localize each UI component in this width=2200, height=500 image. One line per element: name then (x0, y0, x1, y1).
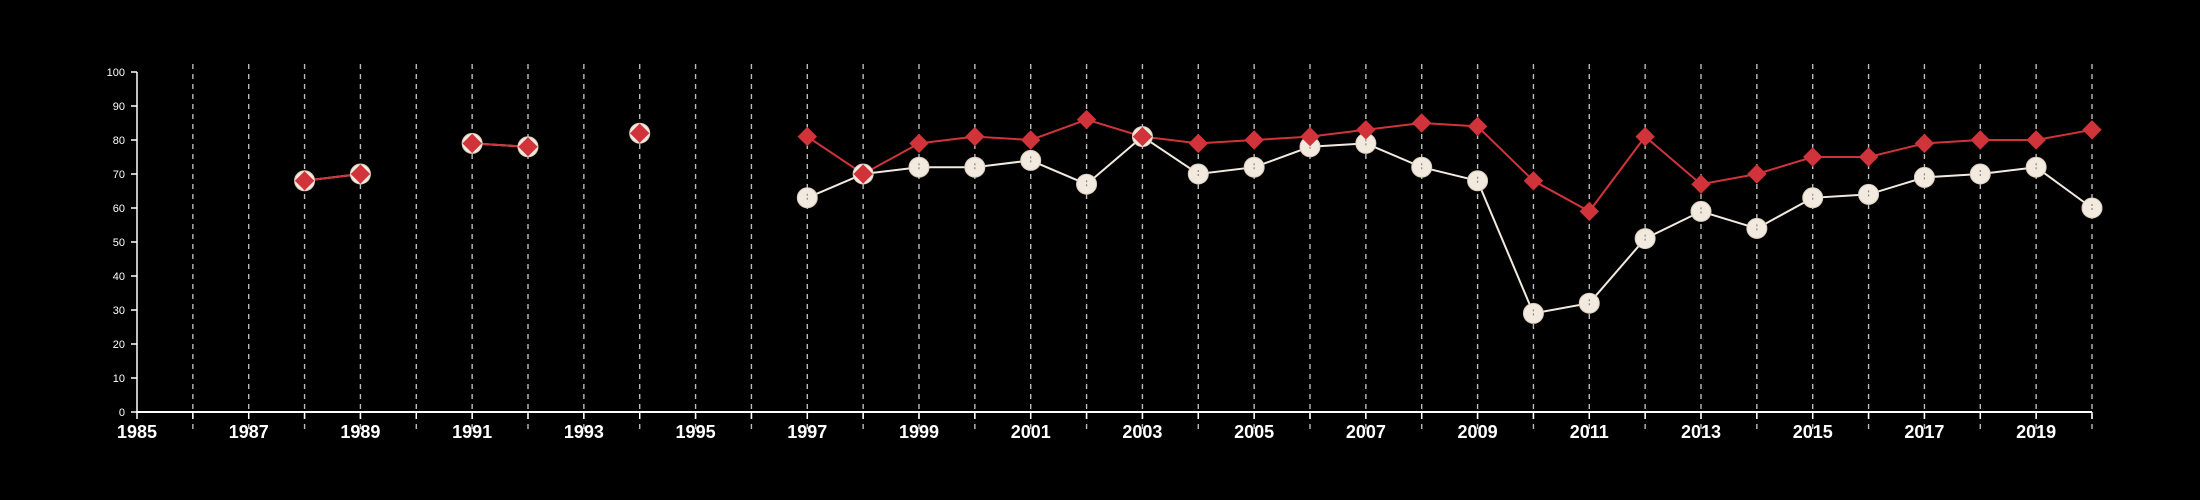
series-1-line (806, 118, 2093, 213)
x-tick-label: 1995 (676, 422, 716, 442)
y-tick-label: 30 (113, 305, 125, 317)
x-tick-label: 2003 (1122, 422, 1162, 442)
x-tick-label: 1993 (564, 422, 604, 442)
y-tick-label: 100 (107, 67, 125, 79)
x-axis-ticks: 1985 1987 1989 1991 1993 1995 1997 1999 2001 2003… (117, 412, 2093, 442)
data-point (1691, 174, 1711, 194)
data-point (1635, 126, 1655, 147)
data-point (1244, 130, 1264, 150)
data-point (462, 133, 482, 154)
x-tick-label: 2001 (1011, 422, 1051, 442)
series-1-points (294, 109, 2102, 222)
axes (136, 72, 2092, 413)
data-point (2026, 130, 2046, 150)
x-tick-label: 2011 (1570, 422, 1609, 442)
x-tick-label: 2007 (1346, 422, 1386, 442)
data-point (1579, 201, 1599, 222)
x-tick-label: 2013 (1681, 422, 1721, 442)
x-tick-label: 1989 (340, 422, 380, 442)
x-tick-label: 2009 (1458, 422, 1498, 442)
data-point (1467, 116, 1488, 137)
series-2-points (294, 122, 2103, 324)
y-tick-label: 40 (113, 271, 125, 283)
y-tick-label: 50 (113, 237, 125, 249)
data-point (2082, 120, 2102, 140)
data-point (1914, 133, 1935, 154)
data-point (965, 126, 985, 147)
data-point (853, 164, 873, 184)
data-point (630, 123, 650, 143)
x-tick-label: 1987 (229, 422, 269, 442)
x-tick-label: 1991 (452, 422, 492, 442)
vertical-grid-lines (192, 64, 2093, 430)
data-point (797, 126, 817, 147)
data-point (1412, 113, 1432, 133)
y-tick-label: 90 (113, 101, 125, 113)
data-point (1132, 126, 1153, 147)
x-tick-label: 1985 (117, 422, 157, 442)
y-tick-label: 80 (113, 135, 125, 147)
data-point (1356, 120, 1376, 140)
data-point (1970, 130, 1990, 150)
data-point (1076, 109, 1097, 130)
y-tick-label: 70 (113, 169, 125, 181)
y-tick-label: 10 (113, 373, 125, 385)
data-point (1021, 130, 1041, 150)
data-point (350, 164, 371, 184)
x-tick-label: 2015 (1793, 422, 1833, 442)
data-point (1300, 126, 1320, 147)
x-tick-label: 2017 (1904, 422, 1944, 442)
data-point (1858, 147, 1879, 167)
x-tick-label: 1999 (899, 422, 939, 442)
data-point (1747, 164, 1767, 184)
y-tick-label: 0 (119, 407, 125, 419)
y-tick-label: 20 (113, 339, 125, 351)
series-2-line (806, 135, 2093, 315)
x-tick-label: 2005 (1234, 422, 1274, 442)
x-tick-label: 2019 (2016, 422, 2056, 442)
data-point (294, 171, 315, 191)
y-axis-ticks: 0 10 20 30 40 50 60 70 80 90 100 (107, 67, 137, 419)
data-point (518, 137, 538, 157)
data-point (909, 133, 929, 154)
data-point (1523, 171, 1544, 191)
y-tick-label: 60 (113, 203, 125, 215)
data-point (1188, 133, 1208, 154)
series-area (294, 109, 2103, 324)
data-point (1803, 147, 1823, 167)
x-tick-label: 1997 (787, 422, 827, 442)
